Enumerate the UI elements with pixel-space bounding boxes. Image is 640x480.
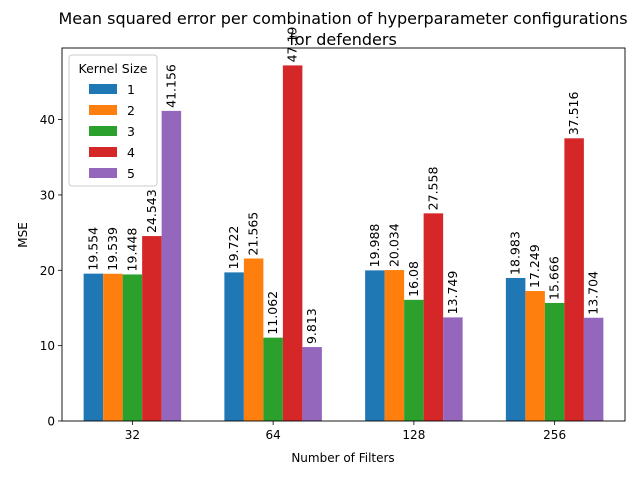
x-tick-label: 64 bbox=[265, 428, 280, 442]
bar-32-kernel-3 bbox=[122, 274, 143, 421]
legend-entry-label: 2 bbox=[127, 103, 135, 118]
bar-labels-group: 19.554 19.539 19.448 24.543 41.156 19.722 21.5… bbox=[85, 27, 600, 344]
bar-128-kernel-5 bbox=[443, 317, 463, 421]
bar-32-kernel-4 bbox=[142, 236, 162, 421]
legend-entry-label: 3 bbox=[127, 124, 135, 139]
bar-value-label: 15.666 bbox=[547, 256, 562, 300]
bar-64-kernel-5 bbox=[302, 347, 322, 421]
bar-128-kernel-2 bbox=[384, 270, 405, 421]
bar-128-kernel-4 bbox=[423, 213, 444, 421]
bar-256-kernel-4 bbox=[564, 138, 584, 422]
bar-128-kernel-1 bbox=[365, 270, 385, 421]
legend-title: Kernel Size bbox=[79, 61, 148, 76]
bar-value-label: 19.448 bbox=[124, 228, 139, 272]
bar-value-label: 9.813 bbox=[304, 308, 319, 344]
x-tick-label: 256 bbox=[543, 428, 566, 442]
bar-value-label: 47.19 bbox=[285, 27, 300, 63]
bar-128-kernel-3 bbox=[404, 299, 424, 421]
legend-entry-label: 5 bbox=[127, 166, 135, 181]
legend-swatch-kernel-1 bbox=[89, 84, 117, 94]
bar-256-kernel-5 bbox=[583, 317, 604, 421]
bar-value-label: 16.08 bbox=[406, 261, 421, 297]
bars-group bbox=[83, 65, 604, 422]
y-axis-label: MSE bbox=[16, 222, 30, 248]
bar-64-kernel-4 bbox=[282, 65, 303, 421]
legend: Kernel Size 1 2 3 4 5 bbox=[68, 54, 158, 187]
legend-swatch-kernel-5 bbox=[89, 168, 117, 178]
y-tick-label: 20 bbox=[40, 264, 55, 278]
bar-256-kernel-3 bbox=[544, 302, 565, 421]
bar-value-label: 19.722 bbox=[226, 226, 241, 270]
x-tick-label: 32 bbox=[125, 428, 140, 442]
legend-swatch-kernel-3 bbox=[89, 126, 117, 136]
bar-256-kernel-1 bbox=[505, 277, 526, 421]
chart-subtitle: for defenders bbox=[289, 30, 397, 49]
bar-value-label: 18.983 bbox=[508, 231, 523, 275]
bar-value-label: 11.062 bbox=[265, 291, 280, 335]
plot-frame bbox=[61, 47, 626, 422]
bar-64-kernel-2 bbox=[243, 258, 264, 421]
bar-value-label: 17.249 bbox=[527, 244, 542, 288]
legend-entry-label: 1 bbox=[127, 82, 135, 97]
y-tick-label: 0 bbox=[47, 415, 55, 429]
chart-title: Mean squared error per combination of hy… bbox=[58, 9, 627, 28]
bar-32-kernel-5 bbox=[161, 110, 182, 422]
y-tick-label: 40 bbox=[40, 113, 55, 127]
bar-32-kernel-1 bbox=[83, 273, 104, 421]
bar-value-label: 13.704 bbox=[586, 271, 601, 315]
bar-value-label: 20.034 bbox=[386, 223, 401, 267]
y-tick-label: 30 bbox=[40, 188, 55, 202]
y-tick-label: 10 bbox=[40, 339, 55, 353]
bar-value-label: 19.539 bbox=[105, 227, 120, 271]
bar-64-kernel-3 bbox=[263, 337, 283, 421]
bar-value-label: 19.554 bbox=[85, 227, 100, 271]
bar-value-label: 41.156 bbox=[163, 64, 178, 108]
bar-value-label: 24.543 bbox=[144, 189, 159, 233]
legend-swatch-kernel-2 bbox=[89, 105, 117, 115]
bar-value-label: 27.558 bbox=[425, 167, 440, 211]
bar-64-kernel-1 bbox=[224, 272, 244, 421]
bar-value-label: 37.516 bbox=[566, 92, 581, 136]
bar-value-label: 19.988 bbox=[367, 224, 382, 268]
x-axis-label: Number of Filters bbox=[291, 451, 394, 465]
bar-value-label: 21.565 bbox=[246, 212, 261, 256]
legend-entry-label: 4 bbox=[127, 145, 135, 160]
bar-32-kernel-2 bbox=[103, 273, 123, 421]
bar-256-kernel-2 bbox=[525, 291, 545, 421]
x-tick-label: 128 bbox=[402, 428, 425, 442]
bar-value-label: 13.749 bbox=[445, 271, 460, 315]
legend-swatch-kernel-4 bbox=[89, 147, 117, 157]
